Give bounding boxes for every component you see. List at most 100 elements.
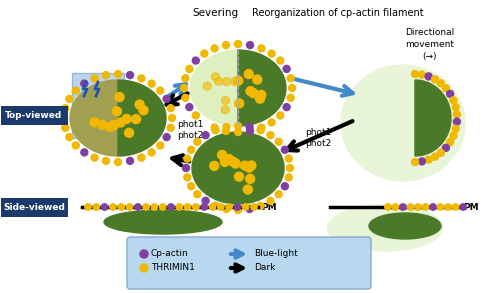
Circle shape xyxy=(192,57,199,64)
Circle shape xyxy=(251,204,257,210)
Circle shape xyxy=(110,204,116,210)
Polygon shape xyxy=(118,80,166,156)
Circle shape xyxy=(443,144,450,151)
Circle shape xyxy=(186,104,193,110)
Circle shape xyxy=(221,157,230,166)
Circle shape xyxy=(148,80,155,87)
Circle shape xyxy=(231,78,239,86)
Circle shape xyxy=(135,204,141,210)
Circle shape xyxy=(184,174,191,181)
Circle shape xyxy=(407,204,414,210)
Circle shape xyxy=(437,204,444,210)
Circle shape xyxy=(210,161,219,171)
Circle shape xyxy=(183,164,190,171)
Circle shape xyxy=(285,155,292,162)
Circle shape xyxy=(235,172,244,181)
Circle shape xyxy=(229,157,238,166)
Circle shape xyxy=(256,91,265,100)
Circle shape xyxy=(188,183,195,190)
Circle shape xyxy=(454,111,461,118)
Circle shape xyxy=(160,204,166,210)
Circle shape xyxy=(286,164,293,171)
Circle shape xyxy=(116,118,125,127)
Circle shape xyxy=(247,127,253,134)
Circle shape xyxy=(90,118,99,127)
Circle shape xyxy=(452,204,459,210)
Circle shape xyxy=(176,204,183,210)
Circle shape xyxy=(234,204,241,210)
Circle shape xyxy=(422,204,429,210)
Circle shape xyxy=(412,159,419,166)
Circle shape xyxy=(221,106,229,114)
Circle shape xyxy=(245,163,253,172)
Circle shape xyxy=(140,264,148,272)
Circle shape xyxy=(419,71,426,78)
Circle shape xyxy=(460,204,466,210)
FancyBboxPatch shape xyxy=(1,198,68,217)
Circle shape xyxy=(211,45,218,52)
Circle shape xyxy=(102,71,109,79)
Circle shape xyxy=(212,127,219,134)
Circle shape xyxy=(102,157,109,164)
Circle shape xyxy=(138,154,145,161)
Circle shape xyxy=(202,132,209,139)
Circle shape xyxy=(277,112,284,119)
Circle shape xyxy=(188,146,195,153)
FancyBboxPatch shape xyxy=(72,73,124,138)
Circle shape xyxy=(432,153,439,160)
Circle shape xyxy=(246,124,253,131)
Circle shape xyxy=(283,104,290,110)
Circle shape xyxy=(126,204,133,210)
Circle shape xyxy=(235,207,242,214)
Circle shape xyxy=(138,75,145,82)
Circle shape xyxy=(203,82,211,90)
Circle shape xyxy=(257,202,264,209)
Circle shape xyxy=(425,73,432,80)
Circle shape xyxy=(223,205,230,212)
Circle shape xyxy=(281,146,288,153)
Circle shape xyxy=(218,204,224,210)
Circle shape xyxy=(112,107,121,116)
Ellipse shape xyxy=(327,205,443,251)
Circle shape xyxy=(194,191,201,198)
Circle shape xyxy=(385,204,391,210)
Circle shape xyxy=(167,124,174,131)
Circle shape xyxy=(168,204,174,210)
Text: THRIMIN1: THRIMIN1 xyxy=(151,263,195,272)
Circle shape xyxy=(234,76,243,85)
Ellipse shape xyxy=(369,213,441,239)
Circle shape xyxy=(114,159,121,166)
Text: Reorganization of cp-actin filament: Reorganization of cp-actin filament xyxy=(252,8,424,18)
Circle shape xyxy=(419,158,426,165)
Circle shape xyxy=(222,96,230,105)
Circle shape xyxy=(223,78,231,86)
Circle shape xyxy=(101,204,108,210)
Circle shape xyxy=(122,114,131,123)
Circle shape xyxy=(72,87,79,94)
Circle shape xyxy=(246,174,254,183)
Circle shape xyxy=(235,129,242,135)
Circle shape xyxy=(415,204,421,210)
Circle shape xyxy=(151,204,158,210)
Circle shape xyxy=(452,104,459,111)
Circle shape xyxy=(91,75,98,82)
Circle shape xyxy=(258,124,265,131)
Text: Cp-actin: Cp-actin xyxy=(151,250,189,258)
Circle shape xyxy=(202,197,209,204)
Text: Top-viewed: Top-viewed xyxy=(5,112,63,120)
Circle shape xyxy=(167,105,174,112)
Circle shape xyxy=(223,42,230,49)
Text: Dark: Dark xyxy=(254,263,275,272)
Text: Severing: Severing xyxy=(192,8,238,18)
Circle shape xyxy=(157,87,164,94)
Circle shape xyxy=(258,45,265,52)
Circle shape xyxy=(255,94,264,103)
Circle shape xyxy=(163,96,170,103)
Polygon shape xyxy=(415,80,451,156)
Circle shape xyxy=(212,73,220,81)
Circle shape xyxy=(135,100,144,109)
Circle shape xyxy=(256,90,265,99)
Circle shape xyxy=(118,204,124,210)
Circle shape xyxy=(192,112,199,119)
Circle shape xyxy=(281,183,288,190)
